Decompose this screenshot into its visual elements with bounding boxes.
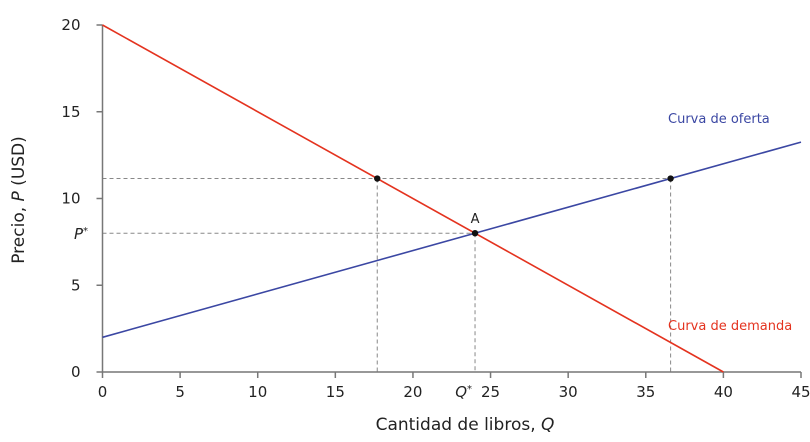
x-tick-label: 45 [791, 383, 810, 401]
x-tick-label: 15 [326, 383, 345, 401]
p-star-label: P* [74, 225, 88, 243]
data-point [471, 230, 479, 237]
x-tick-label: 35 [636, 383, 655, 401]
x-tick-label: 40 [714, 383, 733, 401]
series-label-demand: Curva de demanda [668, 319, 792, 334]
y-tick-label: 20 [61, 16, 80, 34]
x-tick-label: 30 [559, 383, 578, 401]
y-tick-label: 5 [71, 276, 81, 294]
supply-curve [102, 141, 802, 339]
y-tick-label: 0 [71, 363, 81, 381]
data-point [374, 175, 381, 182]
x-axis-label: Cantidad de libros, Q [376, 415, 555, 435]
y-tick-label: 15 [61, 103, 80, 121]
y-axis-label: Precio, P (USD) [9, 136, 29, 264]
x-tick-label: 20 [403, 383, 422, 401]
axes: 0 5 10 15 20 25 30 35 40 45 0 5 10 15 20 [61, 16, 810, 401]
x-tick-label: 5 [175, 383, 185, 401]
x-tick-label: 25 [481, 383, 500, 401]
data-point [667, 175, 674, 182]
curves [102, 24, 802, 373]
guide-lines [102, 178, 672, 372]
x-tick-label: 10 [248, 383, 267, 401]
x-tick-label: 0 [98, 383, 108, 401]
q-star-label: Q* [455, 383, 472, 401]
y-tick-label: 10 [61, 190, 80, 208]
demand-curve [102, 24, 724, 373]
points: A [374, 175, 674, 237]
series-label-supply: Curva de oferta [668, 112, 770, 127]
point-label: A [471, 212, 480, 227]
